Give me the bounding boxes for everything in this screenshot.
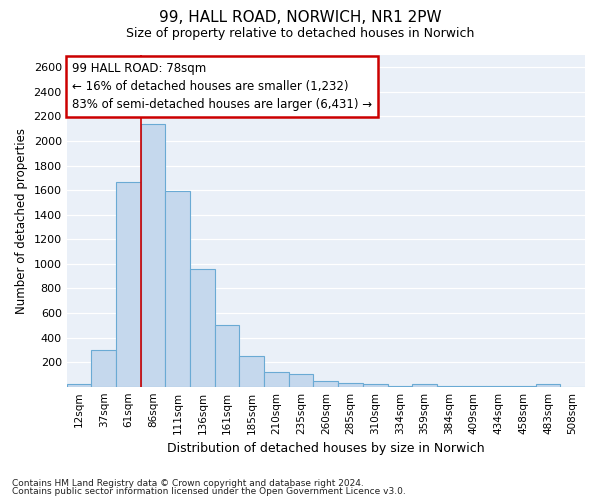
Bar xyxy=(363,384,388,386)
Text: 99, HALL ROAD, NORWICH, NR1 2PW: 99, HALL ROAD, NORWICH, NR1 2PW xyxy=(158,10,442,25)
Bar xyxy=(239,356,264,386)
X-axis label: Distribution of detached houses by size in Norwich: Distribution of detached houses by size … xyxy=(167,442,485,455)
Bar xyxy=(91,350,116,387)
Bar xyxy=(67,384,91,386)
Text: Contains public sector information licensed under the Open Government Licence v3: Contains public sector information licen… xyxy=(12,487,406,496)
Bar xyxy=(264,372,289,386)
Bar xyxy=(116,182,141,386)
Y-axis label: Number of detached properties: Number of detached properties xyxy=(15,128,28,314)
Bar xyxy=(338,383,363,386)
Bar xyxy=(141,124,166,386)
Text: Contains HM Land Registry data © Crown copyright and database right 2024.: Contains HM Land Registry data © Crown c… xyxy=(12,478,364,488)
Text: Size of property relative to detached houses in Norwich: Size of property relative to detached ho… xyxy=(126,28,474,40)
Bar xyxy=(313,380,338,386)
Bar xyxy=(215,326,239,386)
Bar xyxy=(166,192,190,386)
Bar xyxy=(412,384,437,386)
Bar xyxy=(190,268,215,386)
Bar xyxy=(536,384,560,386)
Bar xyxy=(289,374,313,386)
Text: 99 HALL ROAD: 78sqm
← 16% of detached houses are smaller (1,232)
83% of semi-det: 99 HALL ROAD: 78sqm ← 16% of detached ho… xyxy=(72,62,372,110)
